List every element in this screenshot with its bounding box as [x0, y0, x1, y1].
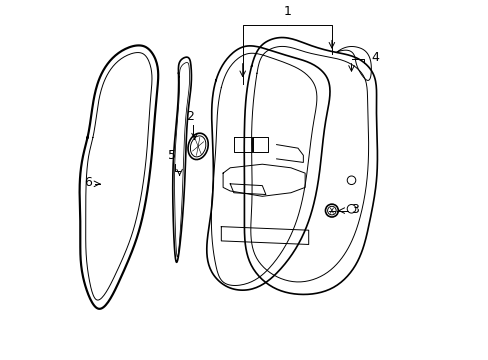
Text: 3: 3 [351, 203, 359, 216]
Text: 2: 2 [186, 110, 194, 123]
Text: 4: 4 [370, 51, 378, 64]
Text: 6: 6 [84, 176, 92, 189]
Text: 5: 5 [168, 149, 176, 162]
Text: 1: 1 [283, 5, 291, 18]
